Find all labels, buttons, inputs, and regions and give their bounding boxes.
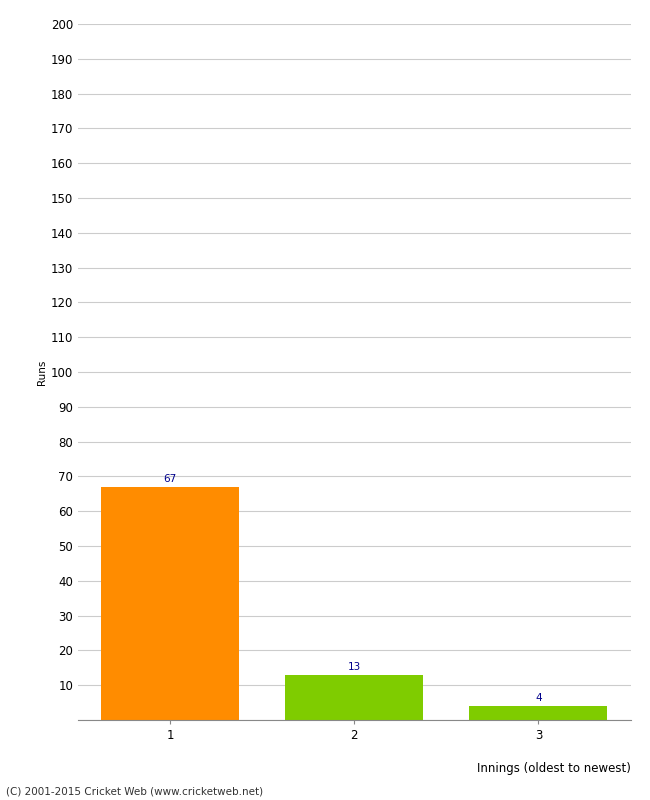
Bar	[469, 706, 608, 720]
Text: 4: 4	[535, 694, 541, 703]
Text: Innings (oldest to newest): Innings (oldest to newest)	[476, 762, 630, 774]
Text: 67: 67	[163, 474, 177, 484]
Text: (C) 2001-2015 Cricket Web (www.cricketweb.net): (C) 2001-2015 Cricket Web (www.cricketwe…	[6, 786, 264, 796]
Bar	[285, 674, 423, 720]
Text: 13: 13	[348, 662, 361, 672]
Bar	[101, 487, 239, 720]
Y-axis label: Runs: Runs	[36, 359, 47, 385]
